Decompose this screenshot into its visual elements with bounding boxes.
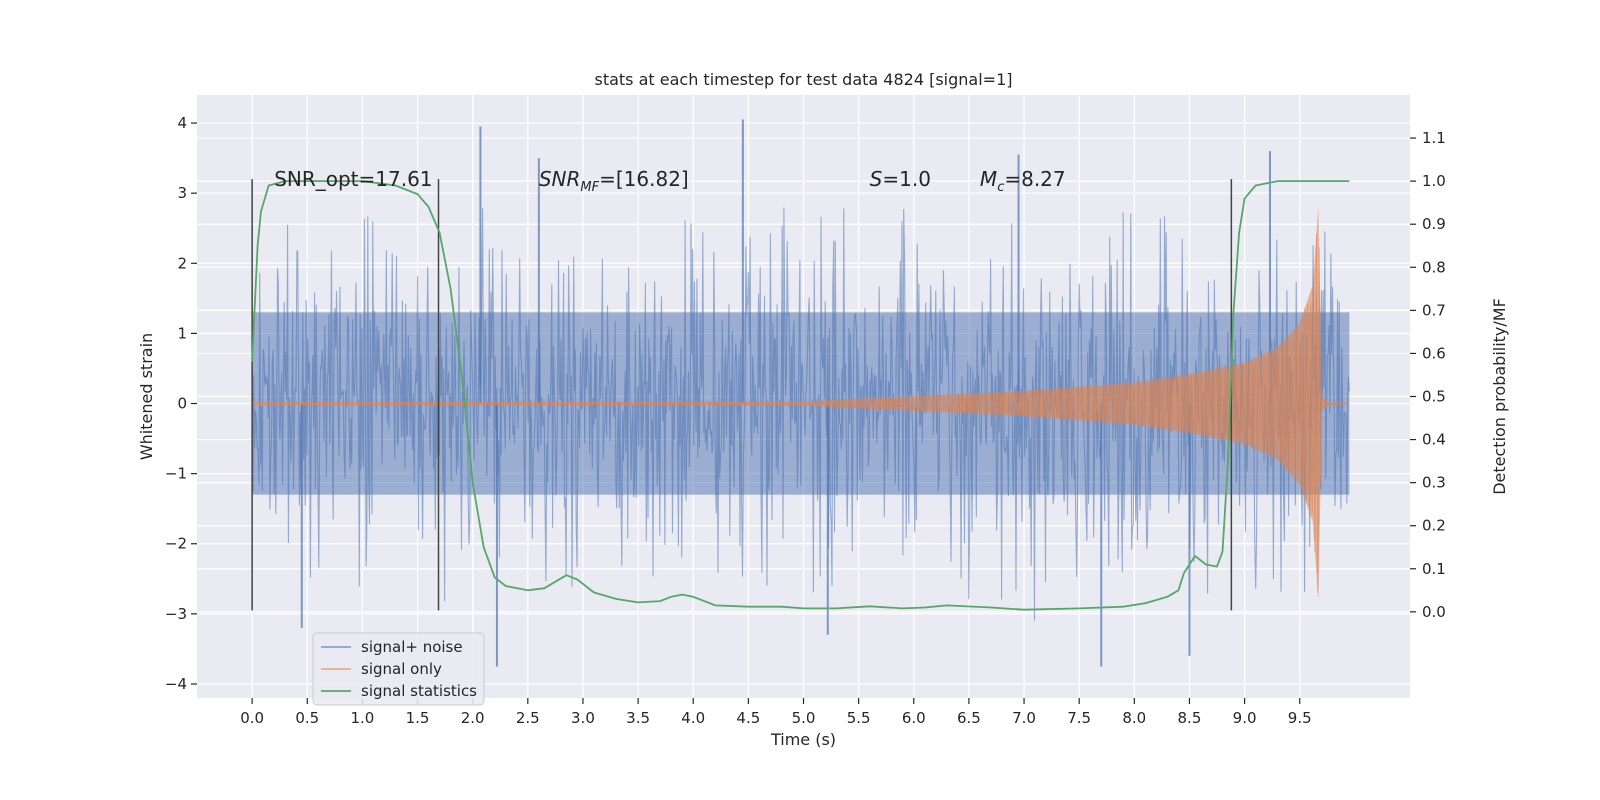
x-tick-label: 9.5: [1288, 709, 1312, 727]
x-tick-label: 6.5: [957, 709, 981, 727]
signal-noise-line: [251, 207, 1350, 621]
y-right-tick-label: 0.9: [1422, 215, 1446, 233]
series-signal-only: [251, 206, 1350, 601]
y-tick-label: 1: [177, 324, 187, 342]
legend-label: signal statistics: [361, 682, 477, 700]
x-tick-label: 5.0: [792, 709, 816, 727]
y-tick-label: −1: [165, 465, 187, 483]
legend: signal+ noise signal only signal statistic…: [312, 632, 485, 706]
y-tick-label: −4: [165, 675, 187, 693]
y-tick-label: −3: [165, 605, 187, 623]
right-axis: 0.0 0.1 0.2 0.3 0.4 0.5 0.6 0.7 0.8 0.9 1.0 1.1: [1410, 129, 1446, 621]
x-tick-label: 7.5: [1067, 709, 1091, 727]
x-tick-label: 7.0: [1012, 709, 1036, 727]
legend-label: signal+ noise: [361, 638, 463, 656]
y-tick-label: 2: [177, 254, 187, 272]
y-right-tick-label: 0.8: [1422, 258, 1446, 276]
x-tick-label: 5.5: [847, 709, 871, 727]
annotations: SNR_opt=17.61 SNRMF=[16.82] S=1.0 Mc=8.27: [274, 167, 1065, 195]
x-tick-label: 8.5: [1178, 709, 1202, 727]
x-tick-label: 0.0: [240, 709, 264, 727]
left-axis: −4 −3 −2 −1 0 1 2 3 4: [165, 114, 197, 693]
x-axis-title: Time (s): [770, 730, 836, 749]
x-tick-label: 0.5: [295, 709, 319, 727]
y-axis-title: Whitened strain: [137, 333, 156, 460]
y-tick-label: 0: [177, 395, 187, 413]
signal-statistics-line: [251, 180, 1350, 611]
y-right-tick-label: 0.3: [1422, 474, 1446, 492]
x-tick-label: 4.0: [681, 709, 705, 727]
signal-only-envelope: [252, 206, 1350, 601]
y-tick-label: −2: [165, 535, 187, 553]
y-right-tick-label: 0.4: [1422, 431, 1446, 449]
y-right-tick-label: 1.0: [1422, 172, 1446, 190]
y-right-tick-label: 0.2: [1422, 517, 1446, 535]
y-right-axis-title: Detection probability/MF: [1490, 298, 1509, 495]
x-tick-label: 1.5: [406, 709, 430, 727]
y-right-tick-label: 0.1: [1422, 560, 1446, 578]
chart-title: stats at each timestep for test data 482…: [594, 70, 1012, 89]
y-right-tick-label: 0.0: [1422, 603, 1446, 621]
x-tick-label: 2.5: [516, 709, 540, 727]
y-right-tick-label: 0.7: [1422, 301, 1446, 319]
signal-only-line: [251, 233, 1350, 594]
annotation-text: S=1.0: [870, 167, 931, 191]
x-tick-label: 6.0: [902, 709, 926, 727]
legend-box: [312, 632, 485, 706]
x-tick-label: 1.0: [350, 709, 374, 727]
y-right-tick-label: 0.6: [1422, 344, 1446, 362]
y-right-tick-label: 0.5: [1422, 388, 1446, 406]
series-signal-statistics: [251, 180, 1350, 611]
annotation-text: Mc=8.27: [980, 167, 1066, 195]
x-tick-label: 4.5: [736, 709, 760, 727]
x-tick-label: 3.5: [626, 709, 650, 727]
annotation-text: SNRMF=[16.82]: [539, 167, 689, 195]
y-tick-label: 4: [177, 114, 187, 132]
annotation-text: SNR_opt=17.61: [274, 167, 432, 191]
x-tick-label: 9.0: [1233, 709, 1257, 727]
x-tick-label: 2.0: [461, 709, 485, 727]
y-right-tick-label: 1.1: [1422, 129, 1446, 147]
x-tick-label: 8.0: [1122, 709, 1146, 727]
y-tick-label: 3: [177, 184, 187, 202]
x-axis: 0.0 0.5 1.0 1.5 2.0 2.5 3.0 3.5 4.0 4.5 5.0 5.5 6.0 6…: [240, 698, 1312, 727]
legend-label: signal only: [361, 660, 442, 678]
x-tick-label: 3.0: [571, 709, 595, 727]
